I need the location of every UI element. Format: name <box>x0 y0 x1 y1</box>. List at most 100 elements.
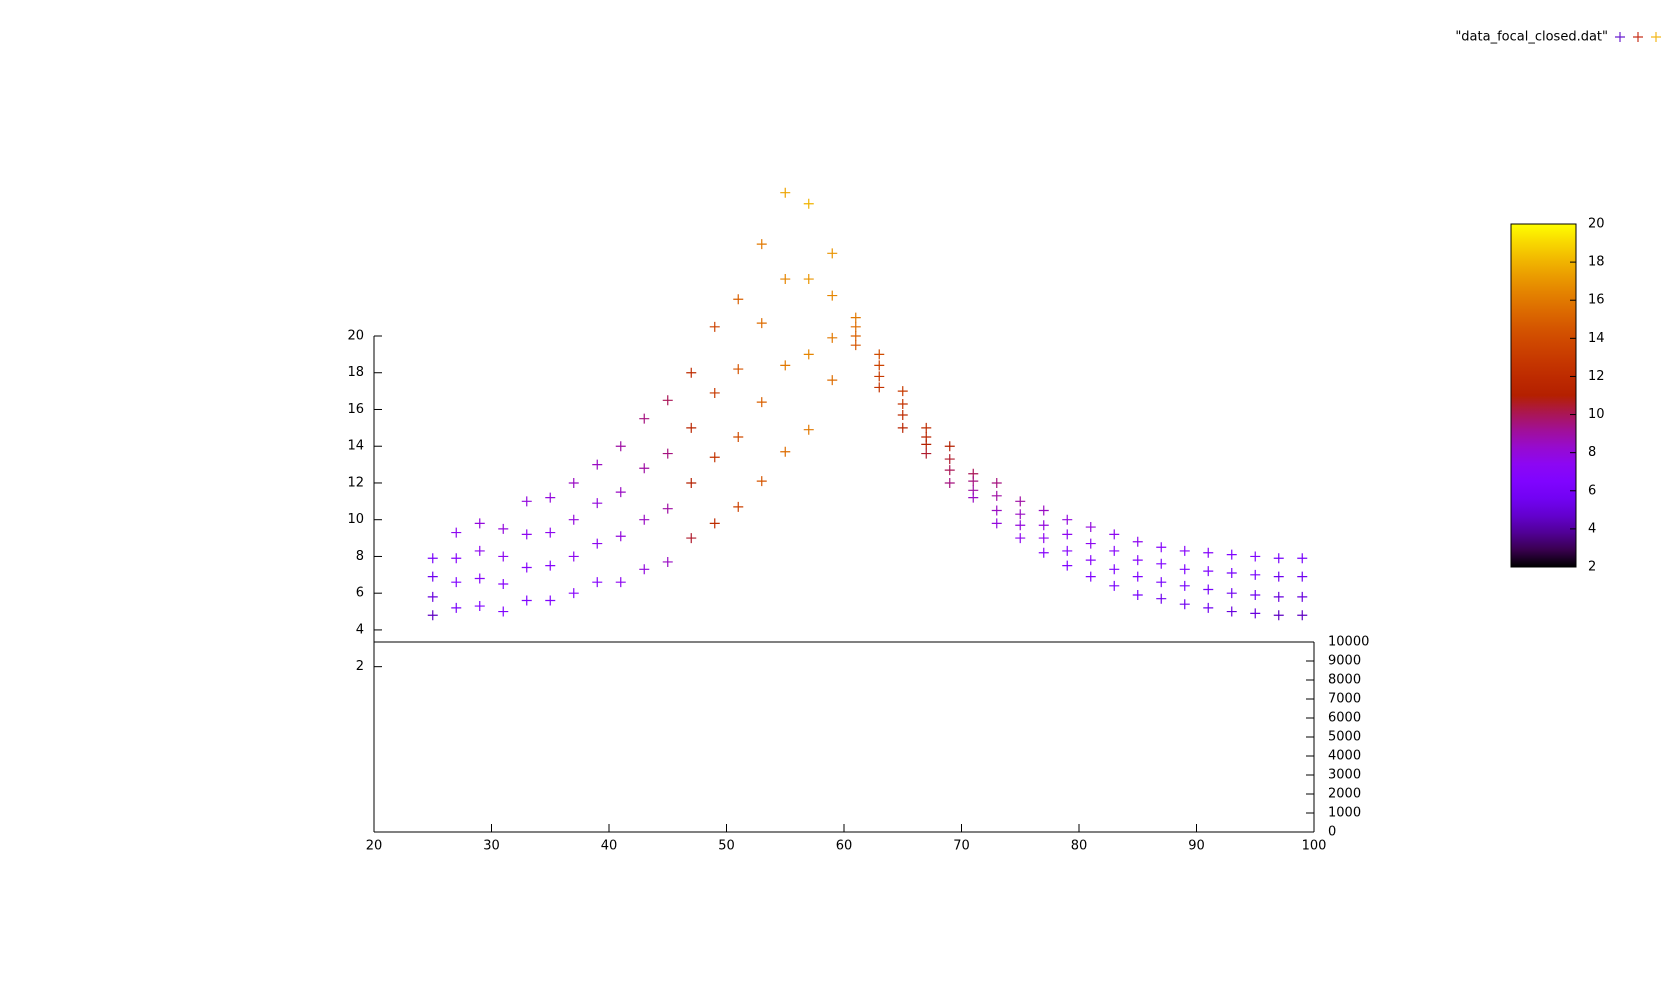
x-tick-label: 80 <box>1071 839 1088 854</box>
data-point <box>827 332 838 343</box>
y2-tick-label: 5000 <box>1328 730 1361 745</box>
data-point <box>709 452 720 463</box>
data-point <box>545 492 556 503</box>
y-tick-label: 20 <box>347 329 364 344</box>
data-point <box>615 577 626 588</box>
data-point <box>498 579 509 589</box>
data-point <box>1085 555 1096 566</box>
y2-tick-label: 9000 <box>1328 654 1361 669</box>
data-point <box>944 477 955 488</box>
data-point <box>521 595 532 606</box>
data-point <box>615 487 626 498</box>
data-point <box>639 463 650 474</box>
y-tick-label: 6 <box>356 586 364 601</box>
y2-tick-label: 1000 <box>1328 806 1361 821</box>
data-point <box>592 459 603 470</box>
data-point <box>521 562 532 573</box>
data-point <box>897 409 908 420</box>
y2-tick-label: 10000 <box>1328 635 1369 650</box>
data-point <box>1038 533 1049 544</box>
colorbar-tick-label: 18 <box>1588 255 1605 270</box>
data-point <box>451 577 462 588</box>
data-point <box>1109 580 1120 591</box>
data-point <box>850 340 861 351</box>
data-point <box>498 606 509 617</box>
x-tick-label: 60 <box>836 839 853 854</box>
data-point <box>850 331 861 341</box>
data-point <box>592 577 603 588</box>
data-point <box>756 476 767 487</box>
data-point <box>850 321 861 332</box>
data-point <box>709 321 720 332</box>
data-point <box>827 375 838 386</box>
data-point <box>874 360 885 371</box>
data-point <box>803 349 814 360</box>
data-point <box>897 398 908 409</box>
y-tick-label: 8 <box>356 549 364 564</box>
data-point <box>921 448 932 459</box>
data-point <box>874 382 885 393</box>
data-point <box>639 413 650 424</box>
data-point <box>1038 520 1049 531</box>
data-point <box>991 518 1002 529</box>
data-point <box>474 573 485 584</box>
data-point <box>756 397 767 408</box>
data-point <box>733 501 744 512</box>
x-tick-label: 90 <box>1188 839 1205 854</box>
data-point <box>827 290 838 301</box>
data-point <box>474 545 485 556</box>
data-point <box>686 477 697 488</box>
x-tick-label: 70 <box>953 839 970 854</box>
data-point <box>1250 551 1261 562</box>
data-point <box>592 538 603 549</box>
data-point <box>1179 545 1190 556</box>
data-point <box>427 571 438 582</box>
data-point <box>662 395 673 406</box>
data-point <box>1156 558 1167 569</box>
data-point <box>897 422 908 433</box>
data-point <box>803 424 814 435</box>
data-point <box>1015 533 1026 544</box>
data-point <box>780 187 791 198</box>
colorbar-tick-label: 14 <box>1588 331 1605 346</box>
data-point <box>803 274 814 285</box>
y2-tick-label: 0 <box>1328 825 1336 840</box>
colorbar-tick-label: 8 <box>1588 445 1596 460</box>
data-point <box>944 441 955 452</box>
x-tick-label: 20 <box>366 839 383 854</box>
data-point <box>1062 560 1073 571</box>
data-point <box>615 531 626 542</box>
data-point <box>686 367 697 378</box>
data-point <box>1203 602 1214 613</box>
data-point <box>427 553 438 564</box>
data-point <box>1132 590 1143 601</box>
data-point <box>921 439 932 450</box>
y2-tick-label: 8000 <box>1328 673 1361 688</box>
colorbar-tick-label: 20 <box>1588 217 1605 232</box>
data-point <box>968 476 979 487</box>
data-point <box>686 422 697 433</box>
data-point <box>827 248 838 259</box>
data-point <box>545 595 556 606</box>
data-point <box>662 503 673 514</box>
y-tick-label: 4 <box>356 622 364 637</box>
data-point <box>1250 608 1261 619</box>
data-point <box>1085 538 1096 549</box>
data-point <box>1109 564 1120 575</box>
data-point <box>451 553 462 564</box>
x-tick-label: 100 <box>1302 839 1327 854</box>
data-point <box>545 527 556 538</box>
data-point <box>1250 569 1261 580</box>
data-point <box>897 386 908 397</box>
data-point <box>709 387 720 398</box>
data-point <box>1132 555 1143 566</box>
data-point <box>780 446 791 457</box>
data-point <box>474 601 485 612</box>
data-point <box>991 477 1002 488</box>
data-point <box>1203 584 1214 595</box>
data-point <box>568 514 579 525</box>
data-point <box>592 498 603 509</box>
colorbar-tick-label: 2 <box>1588 560 1596 575</box>
data-point <box>780 274 791 285</box>
